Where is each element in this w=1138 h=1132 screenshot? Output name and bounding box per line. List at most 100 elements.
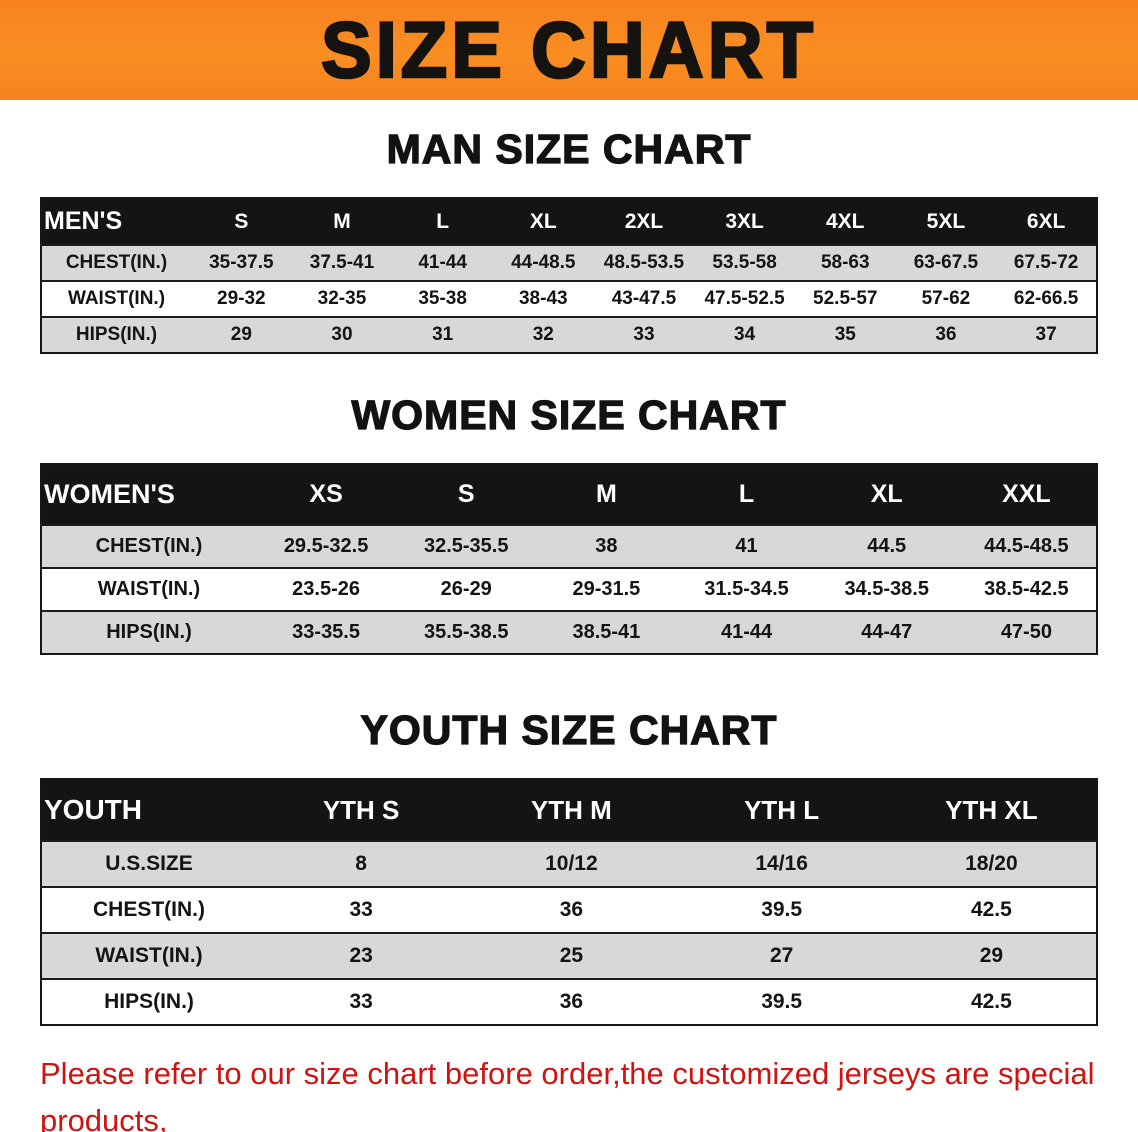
size-value: 14/16: [755, 852, 808, 875]
size-value: 38.5-42.5: [984, 578, 1069, 600]
youth-row-waist-in: WAIST(IN.) 23 25 27 29: [41, 933, 1097, 979]
women-row-hips-in: HIPS(IN.) 33-35.5 35.5-38.5 38.5-41 41-44 44-…: [41, 611, 1097, 654]
size-value: 35.5-38.5: [423, 621, 509, 643]
youth-size-header-yth-l: YTH L: [676, 779, 887, 841]
size-value: 44.5: [867, 535, 907, 557]
youth-size-header-yth-m: YTH M: [466, 779, 677, 841]
man-size-table: MEN'S S M L XL 2XL 3XL 4XL 5XL 6XL CHEST(IN.) 35-37…: [40, 197, 1098, 354]
size-value: 47.5-52.5: [704, 288, 785, 309]
man-row-waist-in: WAIST(IN.) 29-32 32-35 35-38 38-43 43-47.5 47.…: [41, 281, 1097, 317]
size-value: 41-44: [418, 252, 467, 273]
women-size-header-m: M: [536, 464, 677, 525]
size-value: 33: [633, 324, 655, 345]
size-value: 37: [1035, 324, 1057, 345]
row-label: CHEST(IN.): [65, 252, 168, 273]
size-value: 18/20: [965, 852, 1018, 875]
size-value: 43-47.5: [611, 288, 677, 309]
size-value: 32: [532, 324, 554, 345]
youth-row-u-s-size: U.S.SIZE 8 10/12 14/16 18/20: [41, 841, 1097, 887]
women-row-chest-in: CHEST(IN.) 29.5-32.5 32.5-35.5 38 41 44.5 44.5…: [41, 525, 1097, 568]
size-value: 41: [735, 535, 758, 557]
man-size-header-6xl: 6XL: [996, 198, 1097, 245]
size-value: 39.5: [761, 898, 803, 921]
women-size-header-xs: XS: [256, 464, 397, 525]
size-value: 57-62: [921, 288, 971, 309]
size-value: 34: [734, 324, 756, 345]
size-value: 38.5-41: [572, 621, 641, 643]
youth-row-chest-in: CHEST(IN.) 33 36 39.5 42.5: [41, 887, 1097, 933]
size-value: 36: [559, 990, 584, 1013]
size-value: 53.5-58: [712, 252, 777, 273]
women-section: WOMEN SIZE CHART WOMEN'S XS S M L XL XXL CHEST(…: [0, 391, 1138, 655]
size-value: 58-63: [820, 252, 870, 273]
youth-section: YOUTH SIZE CHART YOUTH YTH S YTH M YTH L YTH…: [0, 706, 1138, 1026]
size-value: 47-50: [1000, 621, 1052, 643]
man-size-header-s: S: [191, 198, 292, 245]
women-section-heading: WOMEN SIZE CHART: [351, 391, 787, 438]
size-value: 39.5: [761, 990, 803, 1013]
size-value: 62-66.5: [1013, 288, 1079, 309]
size-value: 29: [230, 324, 252, 345]
women-size-table: WOMEN'S XS S M L XL XXL CHEST(IN.) 29.5-32.5 32.5…: [40, 463, 1098, 655]
footer-note-line-1: Please refer to our size chart before or…: [40, 1056, 1095, 1132]
size-value: 44-47: [861, 621, 913, 643]
size-value: 29-32: [217, 288, 266, 309]
size-value: 31: [432, 324, 454, 345]
size-value: 8: [355, 852, 367, 875]
size-value: 33: [349, 990, 373, 1013]
man-section-heading: MAN SIZE CHART: [386, 125, 752, 172]
size-value: 31.5-34.5: [704, 578, 789, 600]
women-size-header-l: L: [676, 464, 817, 525]
women-header-row: WOMEN'S XS S M L XL XXL: [41, 464, 1097, 525]
footer-note: Please refer to our size chart before or…: [40, 1050, 1138, 1132]
size-value: 29: [979, 944, 1004, 967]
row-label: HIPS(IN.): [104, 990, 194, 1013]
size-value: 23.5-26: [292, 578, 360, 600]
man-size-header-3xl: 3XL: [694, 198, 795, 245]
row-label: HIPS(IN.): [106, 621, 192, 643]
size-value: 67.5-72: [1013, 252, 1079, 273]
size-value: 34.5-38.5: [844, 578, 929, 600]
youth-table-title: YOUTH: [41, 779, 256, 841]
size-value: 25: [559, 944, 584, 967]
row-label: WAIST(IN.): [67, 288, 166, 309]
size-value: 32-35: [317, 288, 367, 309]
size-value: 32.5-35.5: [423, 535, 509, 557]
women-table-title: WOMEN'S: [41, 464, 256, 525]
size-value: 63-67.5: [913, 252, 979, 273]
row-label: WAIST(IN.): [97, 578, 201, 600]
youth-section-heading: YOUTH SIZE CHART: [360, 706, 778, 753]
youth-header-row: YOUTH YTH S YTH M YTH L YTH XL: [41, 779, 1097, 841]
youth-row-hips-in: HIPS(IN.) 33 36 39.5 42.5: [41, 979, 1097, 1025]
size-value: 27: [769, 944, 794, 967]
size-value: 44-48.5: [511, 252, 576, 273]
size-value: 35: [834, 324, 856, 345]
size-value: 42.5: [970, 990, 1012, 1013]
size-value: 35-37.5: [209, 252, 274, 273]
size-value: 44.5-48.5: [984, 535, 1069, 557]
size-value: 42.5: [970, 898, 1012, 921]
youth-size-header-yth-s: YTH S: [256, 779, 467, 841]
size-value: 41-44: [720, 621, 773, 643]
row-label: WAIST(IN.): [95, 944, 203, 967]
man-header-row: MEN'S S M L XL 2XL 3XL 4XL 5XL 6XL: [41, 198, 1097, 245]
row-label: U.S.SIZE: [105, 852, 193, 875]
size-value: 29-31.5: [572, 578, 641, 600]
man-size-header-4xl: 4XL: [794, 198, 896, 245]
size-value: 52.5-57: [813, 288, 878, 309]
women-size-header-s: S: [396, 464, 537, 525]
women-row-waist-in: WAIST(IN.) 23.5-26 26-29 29-31.5 31.5-34.5 34…: [41, 568, 1097, 611]
size-value: 23: [349, 944, 373, 967]
man-size-header-2xl: 2XL: [593, 198, 695, 245]
row-label: CHEST(IN.): [95, 535, 203, 557]
row-label: CHEST(IN.): [93, 898, 205, 921]
size-value: 36: [559, 898, 584, 921]
man-size-header-5xl: 5XL: [895, 198, 997, 245]
youth-size-header-yth-xl: YTH XL: [886, 779, 1097, 841]
man-size-header-l: L: [392, 198, 493, 245]
size-value: 30: [331, 324, 353, 345]
women-size-header-xl: XL: [816, 464, 957, 525]
page-title: SIZE CHART: [320, 5, 817, 96]
man-row-chest-in: CHEST(IN.) 35-37.5 37.5-41 41-44 44-48.5 48.5…: [41, 245, 1097, 281]
